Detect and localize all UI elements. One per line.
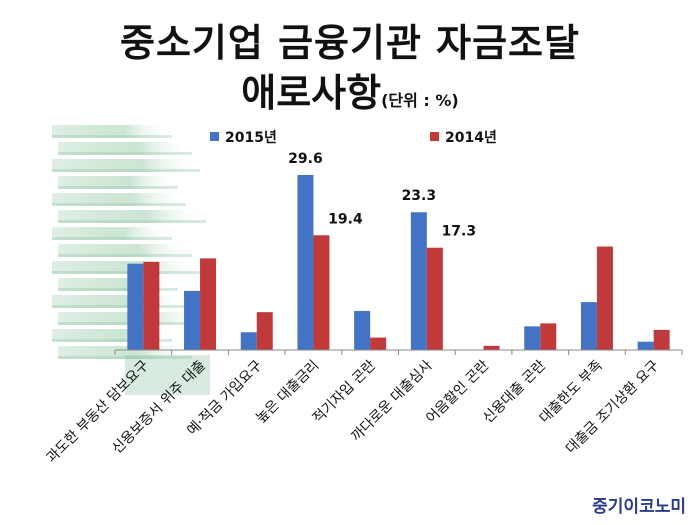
bar-2014 bbox=[540, 323, 557, 350]
bar-2015 bbox=[410, 212, 427, 350]
money-stack-edge bbox=[52, 339, 172, 342]
data-label: 19.4 bbox=[328, 211, 363, 227]
bar-2014 bbox=[483, 345, 500, 350]
money-stack-edge bbox=[58, 152, 192, 155]
money-stack-layer bbox=[58, 210, 206, 223]
data-label: 17.3 bbox=[442, 224, 477, 240]
x-axis bbox=[114, 349, 683, 355]
data-labels: 29.6 19.4 23.3 17.3 bbox=[288, 151, 476, 240]
subtitle-text: 애로사항 bbox=[241, 71, 382, 115]
bar-2015 bbox=[524, 326, 541, 350]
legend: 2015년 2014년 bbox=[210, 130, 497, 146]
money-stack-edge bbox=[52, 135, 172, 138]
money-stack-image bbox=[52, 125, 210, 395]
bars bbox=[127, 175, 670, 350]
money-stack-layer bbox=[58, 142, 192, 155]
money-stack-edge bbox=[58, 186, 178, 189]
money-stack-edge bbox=[52, 237, 172, 240]
unit-label: (단위 : %) bbox=[381, 91, 459, 110]
money-stack-layer bbox=[52, 125, 172, 138]
money-stack-edge bbox=[52, 305, 186, 308]
bar-2014 bbox=[256, 312, 273, 350]
bar-2015 bbox=[184, 290, 201, 350]
money-stack-edge bbox=[58, 288, 178, 291]
bar-2014 bbox=[596, 246, 613, 350]
category-label: 대출금 조기상환 요구 bbox=[563, 357, 663, 457]
chart-title: 중소기업 금융기관 자금조달 bbox=[120, 21, 580, 65]
money-stack-layer bbox=[58, 244, 192, 257]
legend-label: 2014년 bbox=[445, 130, 497, 146]
money-stack-edge bbox=[52, 271, 200, 274]
bar-2015 bbox=[297, 175, 314, 350]
bar-2014 bbox=[143, 261, 160, 350]
bar-2015 bbox=[354, 310, 371, 350]
brand-logo: 중기이코노미 bbox=[592, 497, 686, 517]
bar-2014 bbox=[426, 247, 443, 350]
money-bundle-band bbox=[125, 355, 210, 395]
bar-2015 bbox=[580, 302, 597, 350]
chart-subtitle: 애로사항(단위 : %) bbox=[0, 62, 700, 117]
bar-2014 bbox=[313, 235, 330, 350]
money-stack-edge bbox=[58, 356, 192, 359]
money-stack-edge bbox=[52, 203, 186, 206]
money-stack-layer bbox=[52, 159, 200, 172]
money-stack-edge bbox=[52, 169, 200, 172]
category-label: 과도한 부동산 담보요구 bbox=[43, 357, 152, 466]
bar-2015 bbox=[127, 263, 144, 350]
money-stack-edge bbox=[58, 220, 206, 223]
bar-2015 bbox=[240, 332, 257, 350]
money-stack-layer bbox=[52, 193, 186, 206]
data-label: 23.3 bbox=[402, 188, 437, 204]
money-stack-edge bbox=[58, 254, 192, 257]
data-label: 29.6 bbox=[288, 151, 323, 167]
money-stack-layer bbox=[58, 176, 178, 189]
money-stack-layer bbox=[52, 261, 200, 274]
money-stack-layer bbox=[52, 227, 172, 240]
bar-2015 bbox=[637, 341, 654, 350]
legend-swatch bbox=[210, 132, 219, 141]
legend-swatch bbox=[430, 132, 439, 141]
legend-label: 2015년 bbox=[225, 130, 277, 146]
bar-2014 bbox=[370, 337, 387, 350]
bar-2014 bbox=[653, 329, 670, 350]
bar-2014 bbox=[200, 258, 217, 350]
